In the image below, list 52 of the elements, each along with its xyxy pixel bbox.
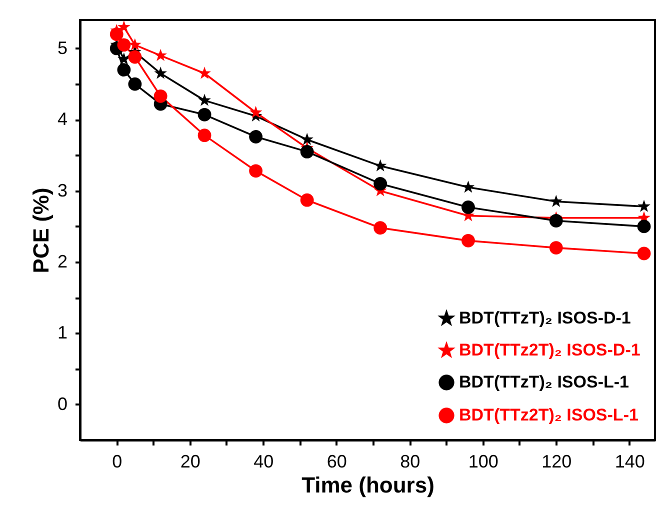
x-tick-label: 120 bbox=[542, 452, 572, 472]
x-tick-label: 40 bbox=[254, 452, 274, 472]
point bbox=[300, 132, 314, 146]
point bbox=[462, 234, 475, 248]
y-tick-label: 0 bbox=[57, 394, 68, 414]
point bbox=[300, 193, 314, 207]
point bbox=[249, 164, 263, 178]
legend-label: BDT(TTzT)₂ ISOS-L-1 bbox=[459, 372, 629, 392]
point bbox=[117, 38, 131, 52]
point bbox=[374, 159, 387, 172]
point bbox=[638, 200, 650, 212]
point bbox=[249, 130, 263, 144]
x-tick-label: 60 bbox=[326, 452, 347, 472]
x-tick-label: 140 bbox=[614, 452, 645, 472]
point bbox=[128, 77, 142, 91]
y-tick-label: 2 bbox=[57, 252, 68, 272]
point bbox=[462, 180, 475, 193]
legend-label: BDT(TTzT)₂ ISOS-D-1 bbox=[459, 308, 631, 328]
point bbox=[198, 128, 212, 142]
point bbox=[549, 214, 563, 228]
y-axis-title: PCE (%) bbox=[28, 188, 54, 274]
y-tick-label: 3 bbox=[57, 180, 68, 200]
x-tick-label: 100 bbox=[468, 452, 498, 472]
point bbox=[249, 106, 262, 118]
point bbox=[154, 89, 168, 103]
point bbox=[637, 246, 651, 260]
y-tick-label: 5 bbox=[57, 38, 68, 58]
x-tick-label: 0 bbox=[112, 452, 122, 472]
x-tick-label: 80 bbox=[400, 452, 420, 472]
point bbox=[154, 48, 167, 62]
legend-label: BDT(TTz2T)₂ ISOS-L-1 bbox=[459, 406, 638, 424]
point bbox=[198, 94, 211, 106]
point bbox=[128, 38, 142, 50]
point bbox=[550, 194, 562, 207]
point bbox=[110, 28, 124, 41]
y-tick-label: 4 bbox=[57, 109, 68, 130]
point bbox=[128, 50, 142, 64]
point bbox=[154, 66, 167, 79]
point bbox=[549, 241, 563, 254]
point bbox=[198, 108, 212, 122]
point bbox=[300, 145, 314, 158]
x-axis-title: Time (hours) bbox=[302, 472, 434, 498]
y-tick-label: 1 bbox=[57, 322, 68, 343]
x-tick-label: 20 bbox=[180, 452, 200, 472]
point bbox=[374, 177, 388, 190]
point bbox=[374, 221, 388, 235]
point bbox=[118, 20, 130, 33]
legend-label: BDT(TTz2T)₂ ISOS-D-1 bbox=[459, 340, 640, 360]
point bbox=[117, 63, 131, 77]
point bbox=[637, 220, 651, 234]
point bbox=[462, 200, 475, 214]
point bbox=[198, 66, 211, 79]
